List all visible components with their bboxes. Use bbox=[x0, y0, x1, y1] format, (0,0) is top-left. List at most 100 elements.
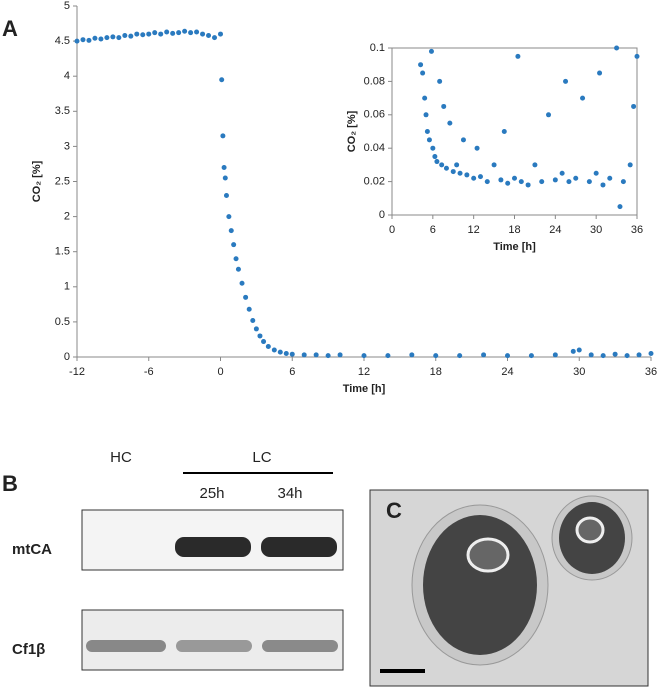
data-point bbox=[515, 53, 521, 59]
data-point bbox=[437, 78, 443, 84]
data-point bbox=[566, 179, 572, 185]
y-tick-label: 0 bbox=[379, 209, 385, 221]
y-tick-label: 5 bbox=[64, 0, 70, 12]
data-point bbox=[246, 306, 252, 312]
data-point bbox=[206, 32, 212, 38]
data-point bbox=[289, 351, 295, 357]
y-tick-label: 0.5 bbox=[55, 316, 70, 328]
data-point bbox=[612, 351, 618, 357]
data-point bbox=[385, 353, 391, 359]
data-point bbox=[420, 70, 426, 76]
data-point bbox=[239, 280, 245, 286]
data-point bbox=[253, 326, 259, 332]
data-point bbox=[235, 266, 241, 272]
data-point bbox=[580, 95, 586, 101]
band bbox=[175, 537, 251, 557]
data-point bbox=[620, 179, 626, 185]
data-point bbox=[491, 162, 497, 168]
data-point bbox=[158, 31, 164, 37]
data-point bbox=[261, 339, 267, 345]
data-point bbox=[607, 175, 613, 181]
data-point bbox=[176, 30, 182, 36]
data-point bbox=[231, 242, 237, 248]
blot-label: LC bbox=[252, 449, 271, 466]
data-point bbox=[457, 353, 463, 359]
y-tick-label: 4 bbox=[64, 70, 70, 82]
row-label: Cf1β bbox=[12, 641, 45, 658]
data-point bbox=[539, 179, 545, 185]
y-tick-label: 0.02 bbox=[364, 176, 385, 188]
x-tick-label: 18 bbox=[430, 366, 442, 378]
data-point bbox=[257, 333, 263, 339]
data-point bbox=[447, 120, 453, 126]
data-point bbox=[423, 112, 429, 118]
panel-label: A bbox=[2, 16, 18, 41]
data-point bbox=[634, 53, 640, 59]
y-tick-label: 1 bbox=[64, 281, 70, 293]
x-tick-label: 36 bbox=[645, 366, 657, 378]
data-point bbox=[471, 175, 477, 181]
blot-label: HC bbox=[110, 449, 132, 466]
data-point bbox=[624, 353, 630, 359]
data-point bbox=[454, 162, 460, 168]
data-point bbox=[243, 294, 249, 300]
data-point bbox=[313, 352, 319, 358]
data-point bbox=[588, 352, 594, 358]
data-point bbox=[441, 103, 447, 109]
data-point bbox=[86, 37, 92, 43]
data-point bbox=[116, 35, 122, 41]
data-point bbox=[586, 179, 592, 185]
panel-label: C bbox=[386, 498, 402, 523]
data-point bbox=[222, 175, 228, 181]
data-point bbox=[648, 350, 654, 356]
y-tick-label: 1.5 bbox=[55, 246, 70, 258]
x-tick-label: 6 bbox=[289, 366, 295, 378]
x-tick-label: 18 bbox=[508, 224, 520, 236]
organelle bbox=[575, 516, 605, 544]
blot-label: 25h bbox=[199, 485, 224, 502]
data-point bbox=[434, 159, 440, 165]
data-point bbox=[428, 48, 434, 54]
data-point bbox=[439, 162, 445, 168]
data-point bbox=[361, 353, 367, 359]
data-point bbox=[576, 347, 582, 353]
y-tick-label: 3.5 bbox=[55, 105, 70, 117]
data-point bbox=[92, 35, 98, 41]
x-tick-label: 6 bbox=[430, 224, 436, 236]
x-tick-label: 0 bbox=[217, 366, 223, 378]
y-tick-label: 2.5 bbox=[55, 175, 70, 187]
data-point bbox=[122, 32, 128, 38]
data-point bbox=[552, 177, 558, 183]
data-point bbox=[546, 112, 552, 118]
data-point bbox=[271, 347, 277, 353]
data-point bbox=[219, 77, 225, 83]
x-tick-label: 12 bbox=[468, 224, 480, 236]
data-point bbox=[283, 350, 289, 356]
cell bbox=[423, 515, 537, 655]
y-axis-label: CO₂ [%] bbox=[31, 160, 43, 202]
data-point bbox=[600, 182, 606, 188]
organelle bbox=[466, 537, 510, 573]
data-point bbox=[430, 145, 436, 151]
data-point bbox=[426, 137, 432, 143]
data-point bbox=[597, 70, 603, 76]
data-point bbox=[512, 175, 517, 181]
data-point bbox=[134, 31, 140, 37]
band bbox=[176, 640, 252, 652]
data-point bbox=[140, 32, 146, 38]
data-point bbox=[422, 95, 428, 101]
data-point bbox=[433, 353, 439, 359]
data-point bbox=[593, 170, 599, 176]
data-point bbox=[636, 352, 642, 358]
data-point bbox=[518, 179, 524, 185]
data-point bbox=[221, 164, 227, 170]
band bbox=[86, 640, 166, 652]
data-point bbox=[265, 343, 271, 349]
data-point bbox=[600, 353, 606, 359]
data-point bbox=[277, 349, 283, 355]
data-point bbox=[432, 154, 438, 160]
data-point bbox=[484, 179, 490, 185]
data-point bbox=[424, 129, 430, 134]
x-tick-label: 30 bbox=[573, 366, 585, 378]
data-point bbox=[627, 162, 633, 168]
